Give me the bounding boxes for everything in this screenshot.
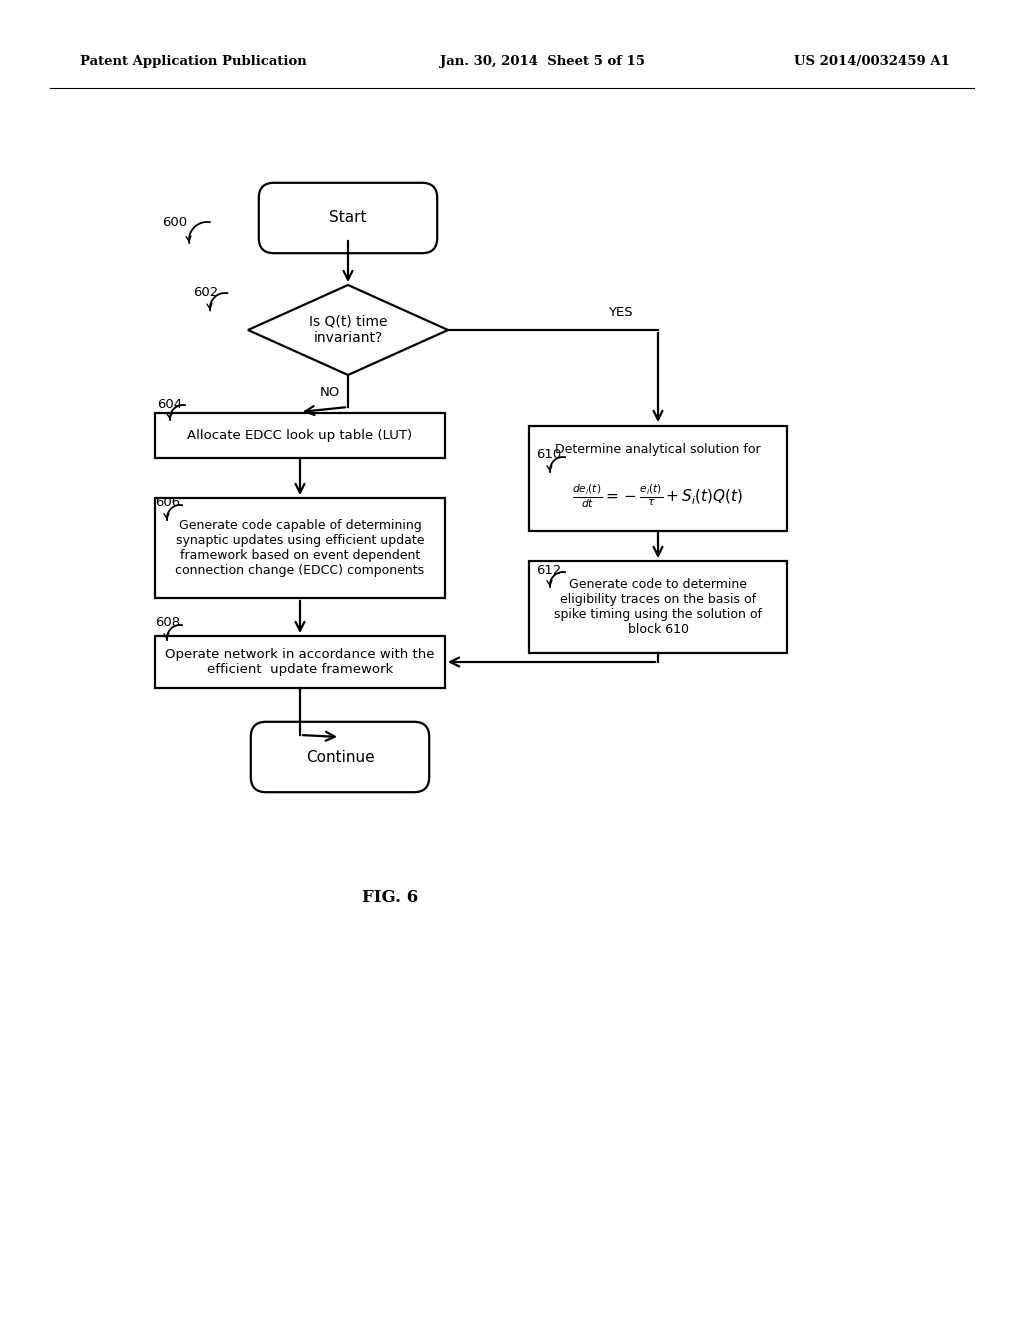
Text: FIG. 6: FIG. 6 xyxy=(361,890,418,907)
Text: $\frac{de_i(t)}{dt} = -\frac{e_i(t)}{\tau} + S_i(t)Q(t)$: $\frac{de_i(t)}{dt} = -\frac{e_i(t)}{\ta… xyxy=(572,482,743,510)
Text: Allocate EDCC look up table (LUT): Allocate EDCC look up table (LUT) xyxy=(187,429,413,441)
Text: Is Q(t) time
invariant?: Is Q(t) time invariant? xyxy=(309,315,387,345)
Text: 604: 604 xyxy=(157,397,182,411)
Bar xyxy=(529,561,787,653)
FancyBboxPatch shape xyxy=(259,182,437,253)
Text: YES: YES xyxy=(607,306,632,319)
Text: 608: 608 xyxy=(155,615,180,628)
Text: 610: 610 xyxy=(536,449,561,462)
Text: Jan. 30, 2014  Sheet 5 of 15: Jan. 30, 2014 Sheet 5 of 15 xyxy=(440,55,645,69)
Text: Continue: Continue xyxy=(306,750,375,764)
Text: US 2014/0032459 A1: US 2014/0032459 A1 xyxy=(795,55,950,69)
Text: Patent Application Publication: Patent Application Publication xyxy=(80,55,307,69)
Polygon shape xyxy=(248,285,449,375)
Text: 602: 602 xyxy=(193,285,218,298)
Text: Operate network in accordance with the
efficient  update framework: Operate network in accordance with the e… xyxy=(165,648,435,676)
Text: Determine analytical solution for: Determine analytical solution for xyxy=(555,444,761,457)
Bar xyxy=(155,412,445,458)
Bar xyxy=(155,498,445,598)
Bar xyxy=(529,425,787,531)
Text: 606: 606 xyxy=(155,496,180,510)
Bar xyxy=(155,636,445,688)
Text: NO: NO xyxy=(319,387,340,400)
Text: Generate code to determine
eligibility traces on the basis of
spike timing using: Generate code to determine eligibility t… xyxy=(554,578,762,636)
Text: Generate code capable of determining
synaptic updates using efficient update
fra: Generate code capable of determining syn… xyxy=(175,519,425,577)
Text: Start: Start xyxy=(330,210,367,226)
Text: 612: 612 xyxy=(536,564,561,577)
FancyBboxPatch shape xyxy=(251,722,429,792)
Text: 600: 600 xyxy=(162,215,187,228)
